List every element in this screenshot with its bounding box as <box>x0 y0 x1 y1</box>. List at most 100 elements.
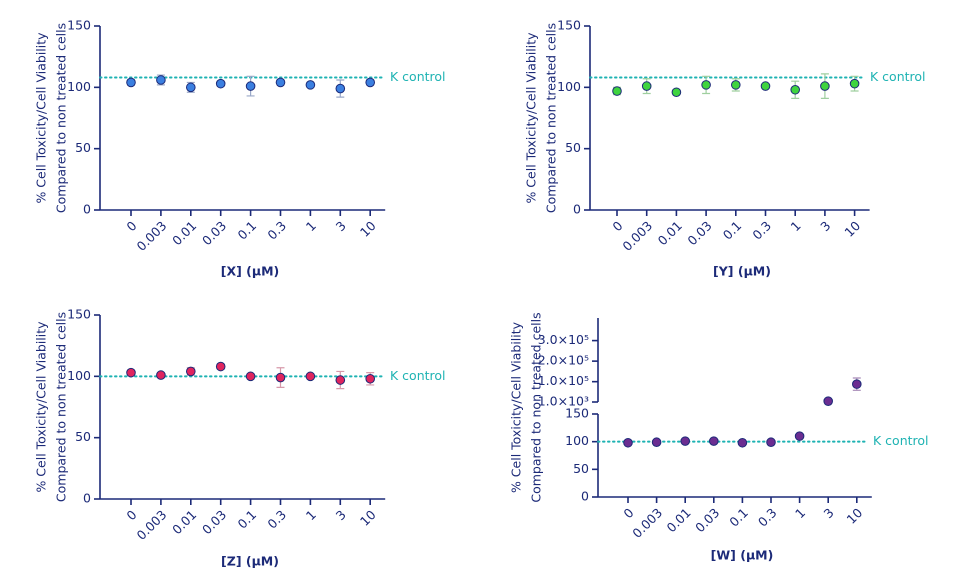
x-tick-label: 0.003 <box>629 505 665 541</box>
y-tick-label: 1.0×10³ <box>538 394 589 409</box>
y-tick-label: 3.0×10⁵ <box>538 332 589 347</box>
reference-label: K control <box>873 433 929 448</box>
data-point <box>365 77 376 88</box>
x-axis-label: [X] (µM) <box>221 264 279 279</box>
data-point <box>790 84 801 95</box>
y-tick-label: 0 <box>581 489 589 504</box>
y-axis-label: % Cell Toxicity/Cell Viability <box>34 32 49 204</box>
x-tick-label: 3 <box>817 218 833 234</box>
y-tick-label: 100 <box>67 79 91 94</box>
data-point <box>641 81 652 91</box>
x-tick-label: 0 <box>609 218 625 234</box>
data-point <box>245 81 256 91</box>
data-point <box>126 367 136 378</box>
x-axis-label: [W] (µM) <box>711 548 774 563</box>
x-tick-label: 0.03 <box>692 505 722 535</box>
x-tick-label: 3 <box>333 507 349 523</box>
data-point <box>612 86 622 96</box>
data-point <box>335 83 346 94</box>
x-tick-label: 1 <box>303 218 319 234</box>
x-tick-label: 3 <box>333 218 349 234</box>
data-point <box>275 77 286 88</box>
data-point <box>731 80 741 90</box>
x-axis-label: [Y] (µM) <box>713 264 771 279</box>
data-point <box>709 436 719 446</box>
data-point <box>623 437 633 448</box>
y-axis-label: Compared to non treated cells <box>54 23 69 213</box>
x-tick-label: 0.3 <box>749 218 774 243</box>
x-tick-label: 0.1 <box>726 505 751 530</box>
y-tick-label: 2.0×10⁵ <box>538 353 589 368</box>
data-point <box>760 81 771 91</box>
y-tick-label: 100 <box>67 368 91 383</box>
y-axis-label: Compared to non treated cells <box>54 312 69 502</box>
x-tick-label: 10 <box>357 507 379 529</box>
data-point <box>126 77 136 88</box>
x-tick-label: 10 <box>844 505 866 527</box>
x-tick-label: 0.3 <box>264 507 289 532</box>
x-tick-label: 0 <box>123 507 139 523</box>
x-tick-label: 10 <box>841 218 863 240</box>
data-point <box>365 373 376 384</box>
y-tick-label: 100 <box>565 433 589 448</box>
x-tick-label: 0.01 <box>664 505 694 535</box>
x-tick-label: 0.1 <box>235 218 260 243</box>
data-point <box>671 87 682 98</box>
x-tick-label: 0 <box>123 218 139 234</box>
data-point <box>215 78 226 89</box>
x-tick-label: 0.003 <box>134 507 170 543</box>
data-point <box>766 437 776 448</box>
data-point <box>156 370 166 380</box>
y-tick-label: 0 <box>83 202 91 217</box>
x-tick-label: 0.003 <box>619 218 655 254</box>
data-point <box>156 75 166 85</box>
x-tick-label: 0.03 <box>199 507 229 537</box>
x-tick-label: 1 <box>788 218 804 234</box>
data-point <box>305 371 316 382</box>
y-tick-label: 150 <box>565 406 589 421</box>
x-tick-label: 0.003 <box>134 218 170 254</box>
x-tick-label: 0 <box>620 505 636 521</box>
reference-label: K control <box>870 69 926 84</box>
data-point <box>680 436 691 446</box>
x-tick-label: 1 <box>303 507 319 523</box>
x-tick-label: 0.03 <box>684 218 714 248</box>
x-axis-label: [Z] (µM) <box>221 554 279 569</box>
y-tick-label: 50 <box>573 461 589 476</box>
x-tick-label: 0.1 <box>235 507 260 532</box>
data-point <box>852 379 862 389</box>
x-tick-label: 0.3 <box>264 218 289 243</box>
data-point <box>820 81 830 91</box>
data-point <box>849 78 860 89</box>
x-tick-label: 0.3 <box>755 505 780 530</box>
x-tick-label: 0.03 <box>199 218 229 248</box>
x-tick-label: 3 <box>821 505 837 521</box>
data-point <box>245 371 256 382</box>
y-tick-label: 50 <box>565 140 581 155</box>
x-tick-label: 1 <box>792 505 808 521</box>
y-tick-label: 0 <box>83 491 91 506</box>
data-point <box>215 361 226 372</box>
data-point <box>335 375 346 385</box>
y-tick-label: 50 <box>75 140 91 155</box>
y-tick-label: 150 <box>557 18 581 33</box>
y-axis-label: % Cell Toxicity/Cell Viability <box>524 32 539 204</box>
x-tick-label: 0.01 <box>655 218 685 248</box>
x-tick-label: 0.01 <box>169 507 199 537</box>
data-point <box>186 82 196 93</box>
y-axis-label: % Cell Toxicity/Cell Viability <box>509 321 524 493</box>
reference-label: K control <box>390 69 446 84</box>
y-axis-label: Compared to non treated cells <box>544 23 559 213</box>
x-tick-label: 0.01 <box>169 218 199 248</box>
data-point <box>651 437 662 448</box>
data-point <box>701 80 711 90</box>
y-tick-label: 0 <box>573 202 581 217</box>
y-tick-label: 100 <box>557 79 581 94</box>
data-point <box>794 431 805 441</box>
y-tick-label: 150 <box>67 18 91 33</box>
x-tick-label: 0.1 <box>720 218 745 243</box>
data-point <box>737 437 748 448</box>
data-point <box>275 372 286 383</box>
data-point <box>186 366 196 377</box>
